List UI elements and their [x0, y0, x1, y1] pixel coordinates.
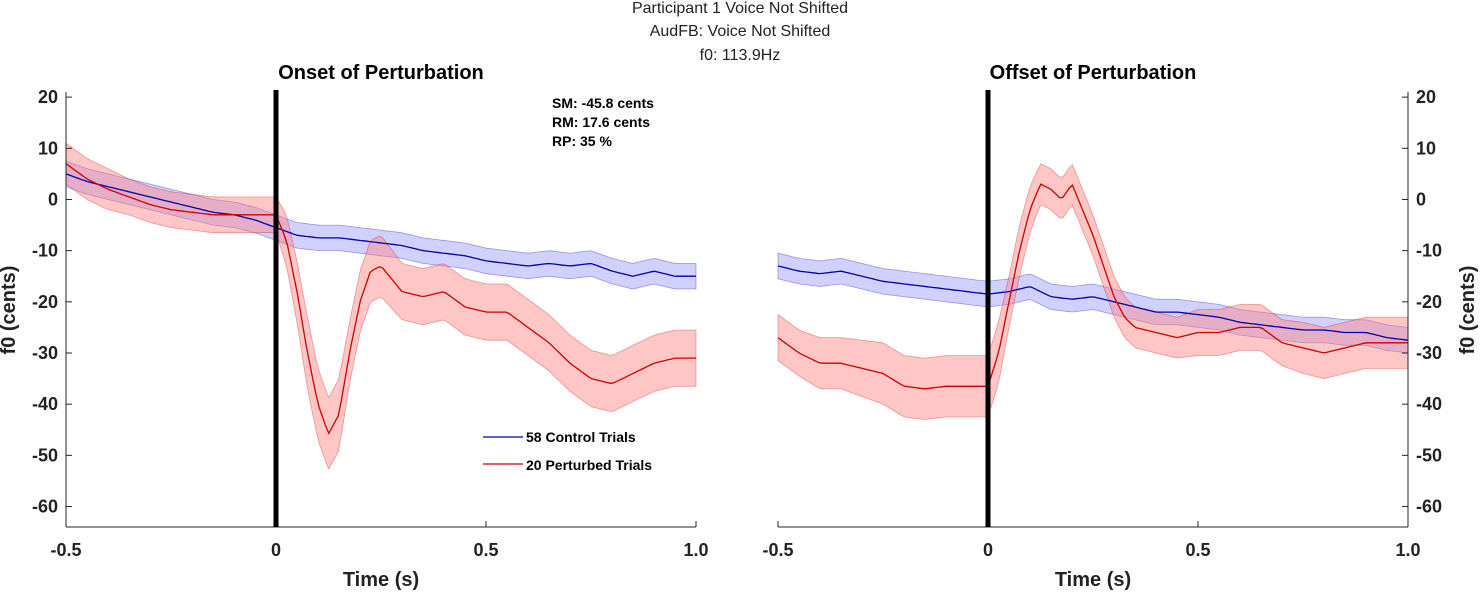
legend: 58 Control Trials 20 Perturbed Trials [483, 429, 652, 473]
onset-y-tick-label: 0 [48, 189, 58, 209]
onset-x-tick-label: 0 [271, 540, 281, 560]
onset-y-tick-label: -40 [32, 394, 58, 414]
onset-y-tick-label: -30 [32, 343, 58, 363]
onset-perturbed-mean-line [65, 163, 696, 435]
onset-ci-bands [65, 142, 697, 471]
offset-x-tick-label: 0.5 [1185, 540, 1210, 560]
onset-perturbed-ci-band [65, 142, 697, 471]
onset-y-tick-label: -20 [32, 292, 58, 312]
offset-panel-title: Offset of Perturbation [990, 62, 1197, 84]
onset-xlabel: Time (s) [343, 569, 419, 591]
offset-control-mean-line [777, 265, 1409, 341]
onset-series-lines [65, 163, 696, 435]
offset-y-tick-label: -50 [1416, 445, 1442, 465]
offset-ci-bands [777, 163, 1409, 420]
offset-axes: -0.5 0 0.5 1.0 20 10 0 -10 -20 -30 -40 -50 -60 [762, 87, 1442, 560]
offset-x-tick-label: 1.0 [1395, 540, 1420, 560]
stat-rp: RP: 35 % [552, 133, 612, 149]
figure-title-line-1: Participant 1 Voice Not Shifted [632, 0, 848, 17]
figure-title-line-3: f0: 113.9Hz [700, 47, 781, 64]
legend-label-control: 58 Control Trials [526, 429, 636, 445]
offset-xlabel: Time (s) [1055, 569, 1131, 591]
onset-control-mean-line [65, 173, 696, 277]
offset-y-tick-label: -60 [1416, 497, 1442, 517]
onset-y-tick-label: -10 [32, 241, 58, 261]
onset-ylabel: f0 (cents) [0, 266, 20, 355]
stat-sm: SM: -45.8 cents [552, 95, 654, 111]
offset-y-tick-label: -30 [1416, 343, 1442, 363]
onset-y-tick-label: -50 [32, 445, 58, 465]
onset-y-tick-label: -60 [32, 497, 58, 517]
onset-y-tick-label: 20 [38, 87, 58, 107]
legend-label-perturbed: 20 Perturbed Trials [526, 457, 652, 473]
onset-panel-title: Onset of Perturbation [278, 62, 484, 84]
offset-y-tick-label: -40 [1416, 394, 1442, 414]
offset-y-tick-label: -20 [1416, 292, 1442, 312]
offset-series-lines [777, 183, 1409, 390]
offset-y-tick-label: 0 [1416, 189, 1426, 209]
offset-y-tick-label: -10 [1416, 241, 1442, 261]
offset-ylabel: f0 (cents) [1457, 266, 1479, 355]
onset-axes: -0.5 0 0.5 1.0 20 10 0 -10 -20 -30 -40 -50 -60 [32, 87, 709, 560]
offset-y-tick-label: 10 [1416, 138, 1436, 158]
onset-x-tick-label: 0.5 [473, 540, 498, 560]
onset-x-tick-label: 1.0 [683, 540, 708, 560]
offset-panel: Offset of Perturbation -0.5 0 0.5 1.020100-… [762, 62, 1479, 591]
onset-panel: Onset of Perturbation -0.5 0 0.5 1.0 20 10 0 -1… [0, 62, 709, 591]
stat-rm: RM: 17.6 cents [552, 114, 650, 130]
offset-x-tick-label: 0 [983, 540, 993, 560]
onset-y-tick-label: 10 [38, 138, 58, 158]
offset-y-tick-label: 20 [1416, 87, 1436, 107]
figure-title-line-2: AudFB: Voice Not Shifted [650, 23, 831, 40]
offset-perturbed-mean-line [777, 183, 1408, 390]
offset-x-tick-label: -0.5 [762, 540, 793, 560]
onset-x-tick-label: -0.5 [50, 540, 81, 560]
